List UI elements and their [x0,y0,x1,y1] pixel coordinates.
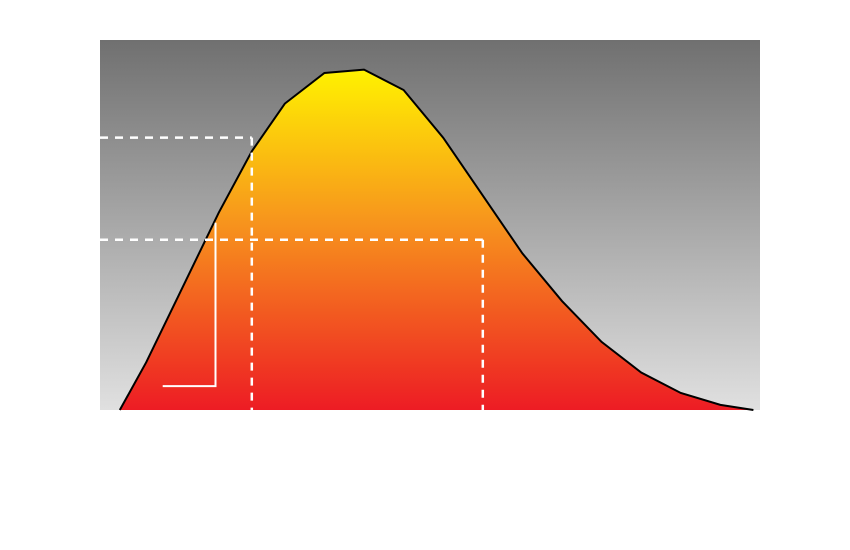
pulse-energy-diagram [0,0,850,550]
